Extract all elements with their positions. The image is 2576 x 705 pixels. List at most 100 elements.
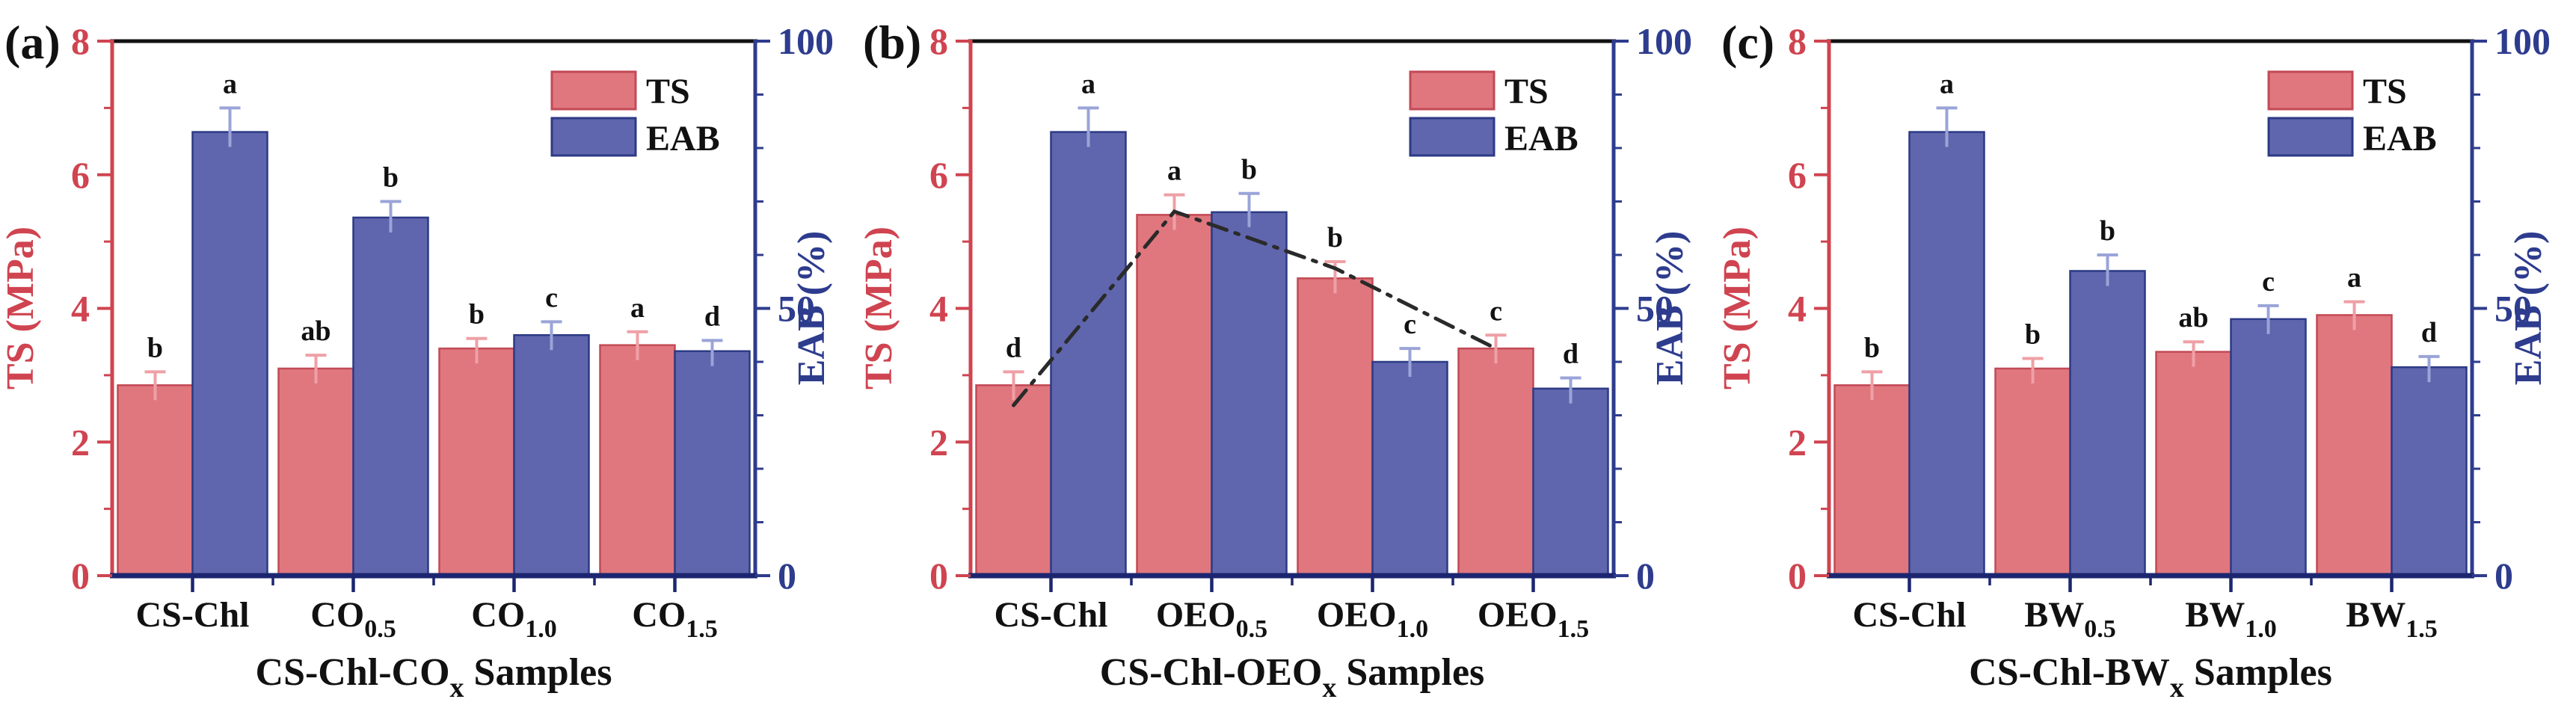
legend-ts-swatch [1409,70,1496,111]
x-axis-title: CS-Chl-BWx Samples [1969,651,2332,704]
x-tick-label: BW1.0 [2185,595,2277,643]
right-tick-label: 50 [778,288,815,330]
legend-eab-label: EAB [2363,119,2437,158]
eab-bar [1532,387,1609,577]
right-tick-label: 100 [778,20,834,62]
x-axis-title-prefix: CS-Chl-BW [1969,651,2170,694]
ts-significance-letter: c [1490,295,1502,327]
ts-significance-letter: b [1327,222,1343,253]
right-tick-label: 0 [2494,555,2513,597]
ts-significance-letter: a [630,292,645,324]
x-tick-label-subscript: 1.5 [1558,615,1590,643]
right-axis-title: EAB (%) [1649,231,1691,386]
right-tick-label: 50 [2494,288,2532,330]
x-tick-label-subscript: 1.0 [525,615,557,643]
x-tick-label-subscript: 0.5 [2084,615,2116,643]
x-tick-label-main: BW [2185,595,2245,635]
x-axis-title-subscript: x [2170,672,2184,704]
left-tick-label: 6 [71,154,90,196]
ts-bar [1833,384,1911,577]
x-tick-label-subscript: 0.5 [364,615,396,643]
left-tick-label: 0 [929,555,948,597]
ts-significance-letter: b [2025,319,2041,351]
right-tick-label: 100 [2494,20,2551,62]
left-axis-title: TS (MPa) [1717,227,1759,390]
left-axis-title: TS (MPa) [0,227,42,390]
x-tick-label-main: OEO [1478,595,1558,635]
x-axis-title-subscript: x [450,672,464,704]
x-tick-label-main: CO [310,595,364,635]
ts-bar [2155,351,2232,577]
x-tick-label: CS-Chl [135,595,249,635]
ts-significance-letter: a [2347,262,2361,294]
legend-eab-label: EAB [646,119,720,158]
right-tick-label: 0 [778,555,796,597]
x-axis-title-prefix: CS-Chl-CO [256,651,450,694]
left-tick-label: 8 [1788,20,1807,62]
x-tick-label-main: CS-Chl [135,595,249,635]
x-axis-title-prefix: CS-Chl-OEO [1100,651,1323,694]
legend-ts-swatch [550,70,637,111]
eab-bar [1211,211,1288,577]
left-tick-label: 4 [929,288,948,330]
x-tick-label: OEO1.0 [1317,595,1428,643]
left-tick-label: 6 [1788,154,1807,196]
ts-bar [1994,367,2071,577]
ts-significance-letter: ab [2178,302,2208,333]
legend-ts-label: TS [2363,72,2407,111]
x-axis-title: CS-Chl-OEOx Samples [1100,651,1485,704]
ts-significance-letter: a [1167,156,1181,187]
ts-significance-letter: ab [301,315,331,347]
x-tick-label-subscript: 0.5 [1236,615,1268,643]
legend-ts-swatch [2267,70,2354,111]
x-tick-label: BW1.5 [2346,595,2438,643]
ts-significance-letter: b [147,332,163,363]
x-axis-title: CS-Chl-COx Samples [256,651,612,704]
right-tick-label: 100 [1636,20,1692,62]
x-tick-label-subscript: 1.0 [1397,615,1429,643]
x-axis-title-suffix: Samples [1336,651,1484,694]
eab-bar [2230,318,2307,577]
eab-bar [1050,131,1127,577]
legend-eab-swatch [550,117,637,157]
eab-bar [674,350,751,577]
x-tick-label: OEO1.5 [1478,595,1589,643]
eab-significance-letter: d [704,301,720,332]
eab-significance-letter: c [2262,266,2275,298]
ts-bar [975,384,1052,577]
x-tick-label: CO1.0 [471,595,557,643]
legend-ts-label: TS [1504,72,1549,111]
right-tick-label: 0 [1636,555,1655,597]
x-tick-label: OEO0.5 [1156,595,1267,643]
left-tick-label: 8 [929,20,948,62]
eab-bar [2391,366,2468,577]
left-tick-label: 4 [71,288,90,330]
x-tick-label-main: BW [2346,595,2406,635]
eab-significance-letter: a [223,68,237,99]
eab-bar [2069,270,2146,577]
eab-bar [1908,131,1985,577]
x-tick-label-subscript: 1.0 [2245,615,2277,643]
x-tick-label: BW0.5 [2024,595,2116,643]
ts-bar [438,347,515,577]
x-tick-label-main: CS-Chl [994,595,1107,635]
ts-significance-letter: b [469,299,485,330]
left-tick-label: 2 [71,421,90,463]
eab-significance-letter: d [2421,317,2437,348]
panel-letter: (c) [1721,16,1774,69]
ts-significance-letter: d [1006,332,1021,363]
legend-ts-label: TS [646,72,690,111]
eab-significance-letter: b [1241,154,1257,185]
left-tick-label: 0 [71,555,90,597]
x-tick-label-subscript: 1.5 [2406,615,2438,643]
legend-eab-swatch [2267,117,2354,157]
ts-bar [1136,214,1213,577]
ts-bar [2316,314,2393,577]
left-tick-label: 4 [1788,288,1807,330]
eab-significance-letter: b [2100,215,2115,247]
eab-significance-letter: b [383,162,399,194]
